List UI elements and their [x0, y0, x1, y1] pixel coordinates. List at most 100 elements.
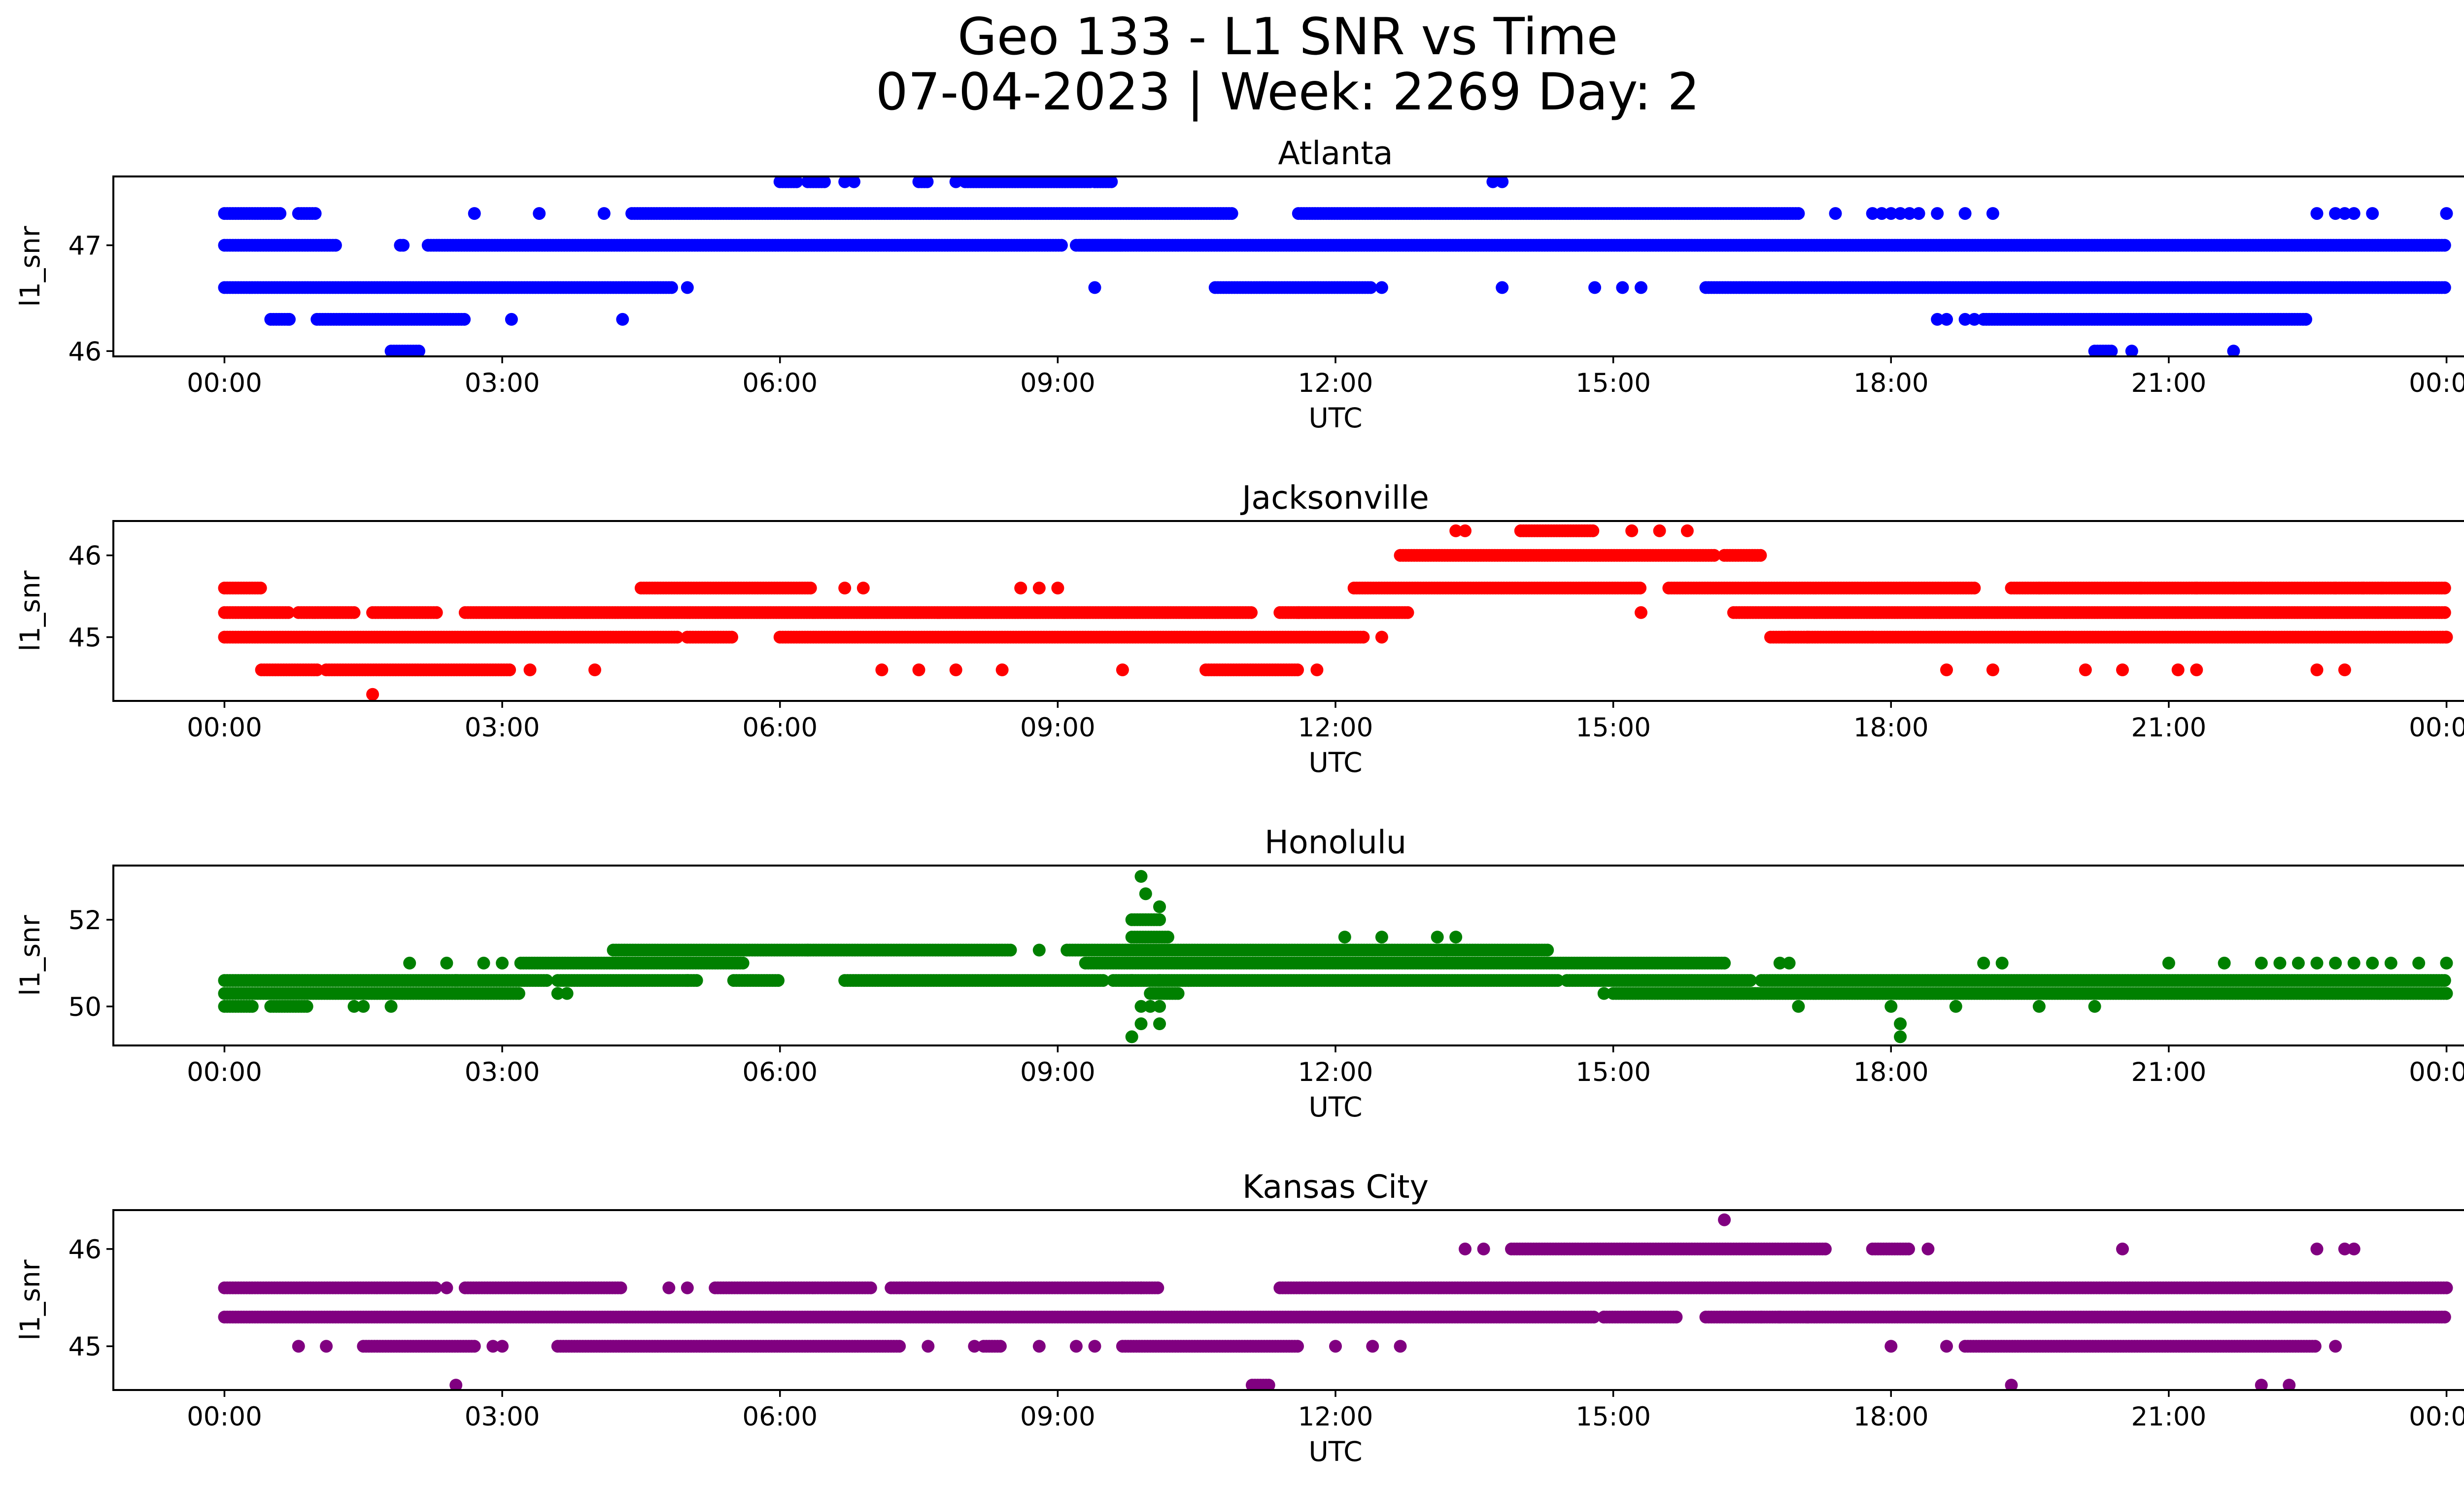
data-point	[2134, 582, 2148, 594]
figure-title-line-1: Geo 133 - L1 SNR vs Time	[958, 7, 1618, 67]
data-point	[1088, 281, 1101, 294]
data-point	[1829, 207, 1842, 220]
data-point	[1055, 239, 1068, 252]
data-point	[1551, 974, 1564, 987]
data-point	[790, 176, 803, 188]
x-tick-label: 09:00	[1020, 368, 1095, 398]
data-point	[838, 582, 852, 594]
data-point	[2438, 582, 2451, 594]
data-point	[2032, 582, 2046, 594]
data-point	[1616, 281, 1629, 294]
data-point	[1754, 549, 1767, 562]
data-point	[2125, 345, 2138, 356]
data-point	[1940, 663, 1953, 676]
data-point	[366, 688, 379, 701]
data-point	[949, 176, 962, 188]
data-point	[848, 176, 860, 188]
data-point	[2310, 663, 2324, 676]
data-point	[1635, 606, 1647, 619]
x-tick-label: 00:00	[187, 368, 262, 398]
data-point	[671, 630, 684, 644]
data-point	[856, 582, 870, 594]
data-point	[1894, 207, 1907, 220]
x-tick-label: 09:00	[1020, 713, 1095, 743]
data-point	[1225, 207, 1238, 220]
data-point	[1958, 313, 1972, 326]
data-point	[1032, 582, 1046, 594]
data-point	[2338, 663, 2351, 676]
data-point	[818, 176, 831, 188]
data-point	[503, 663, 516, 676]
data-point	[2329, 582, 2342, 594]
data-point	[1866, 207, 1879, 220]
data-point	[1653, 524, 1666, 537]
data-point	[1744, 974, 1757, 987]
data-point	[1931, 207, 1944, 220]
x-tick-label: 00:00	[187, 713, 262, 743]
data-point	[458, 313, 471, 326]
x-tick-label: 00:00	[2409, 368, 2464, 398]
data-point	[283, 313, 296, 326]
data-point	[1125, 974, 1138, 987]
data-point	[2190, 582, 2203, 594]
x-tick-label: 03:00	[465, 713, 540, 743]
data-point	[912, 663, 925, 676]
data-point	[2440, 630, 2453, 644]
data-point	[1801, 630, 1814, 644]
data-point	[588, 663, 601, 676]
data-point	[1625, 524, 1639, 537]
data-point	[1116, 663, 1129, 676]
data-point	[1680, 524, 1694, 537]
axes-frame	[112, 175, 2464, 357]
x-tick-label: 15:00	[1575, 368, 1651, 398]
data-point	[1496, 176, 1509, 188]
data-point	[2357, 582, 2370, 594]
y-tick-label: 47	[68, 231, 102, 261]
data-point	[2227, 345, 2240, 356]
data-point	[949, 663, 962, 676]
data-point	[1792, 207, 1805, 220]
data-point	[1496, 281, 1509, 294]
data-point	[2338, 207, 2351, 220]
data-point	[1968, 313, 1981, 326]
x-tick-label: 12:00	[1298, 368, 1373, 398]
data-point	[665, 281, 678, 294]
data-point	[2329, 207, 2342, 220]
data-point	[995, 663, 1009, 676]
data-point	[329, 239, 342, 252]
x-tick-label: 12:00	[1298, 713, 1373, 743]
data-point	[597, 207, 611, 220]
x-tick-label: 06:00	[742, 713, 818, 743]
x-tick-label: 21:00	[2131, 713, 2207, 743]
data-point	[1866, 630, 1879, 644]
x-tick-label: 06:00	[742, 368, 818, 398]
data-series	[218, 524, 2453, 701]
data-point	[1357, 630, 1370, 644]
x-tick-label: 21:00	[2131, 368, 2207, 398]
data-point	[1153, 974, 1166, 987]
y-tick-label: 45	[68, 623, 102, 653]
data-point	[1105, 176, 1118, 188]
data-point	[1291, 663, 1304, 676]
data-point	[1903, 207, 1916, 220]
data-point	[921, 176, 934, 188]
data-point	[2079, 663, 2092, 676]
data-point	[2438, 239, 2451, 252]
data-point	[1051, 582, 1064, 594]
data-point	[274, 207, 287, 220]
data-point	[1096, 974, 1110, 987]
data-point	[254, 582, 267, 594]
subplot-title: Jacksonville	[1240, 480, 1429, 517]
data-point	[2438, 281, 2451, 294]
y-tick-label: 46	[68, 541, 102, 571]
data-point	[308, 207, 322, 220]
data-point	[725, 630, 738, 644]
data-point	[412, 345, 425, 356]
data-point	[616, 313, 629, 326]
data-point	[1635, 281, 1647, 294]
data-point	[1931, 313, 1944, 326]
data-point	[681, 281, 694, 294]
